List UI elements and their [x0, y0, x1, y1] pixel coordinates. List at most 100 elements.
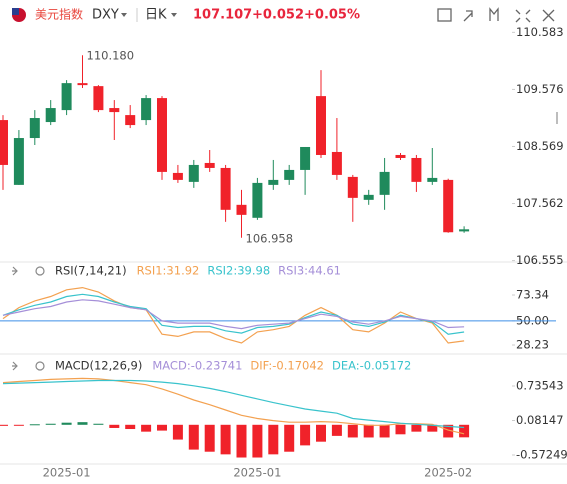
histogram-bar — [459, 424, 470, 438]
candle-body — [443, 179, 454, 233]
histogram-bar — [331, 424, 342, 436]
y-tick-label: 106.555 — [516, 253, 564, 267]
histogram-bar — [443, 424, 454, 438]
x-tick-label: 2025-01 — [43, 466, 91, 480]
histogram-bar — [13, 424, 24, 426]
histogram-bar — [236, 424, 247, 458]
candle-body — [236, 204, 247, 215]
histogram-bar — [93, 423, 104, 425]
y-tick-label: 109.576 — [516, 82, 564, 96]
candle-body — [77, 83, 88, 86]
candle-body — [29, 118, 40, 139]
candle-body — [363, 194, 374, 200]
histogram-bar — [45, 423, 56, 425]
candle-body — [125, 115, 136, 126]
settings-icon[interactable] — [35, 266, 45, 276]
candle-body — [427, 177, 438, 182]
series-line — [2, 377, 465, 435]
panel-title: MACD(12,26,9) — [55, 359, 142, 373]
candle-body — [61, 83, 72, 111]
histogram-bar — [395, 424, 406, 435]
histogram-bar — [268, 424, 279, 455]
histogram-bar — [61, 422, 72, 425]
histogram-bar — [252, 424, 263, 458]
legend-entry: MACD:-0.23741 — [152, 359, 242, 373]
settings-icon[interactable] — [35, 361, 45, 371]
series-line — [2, 299, 465, 330]
legend-entry: DIF:-0.17042 — [250, 359, 324, 373]
histogram-bar — [0, 424, 8, 426]
histogram-bar — [316, 424, 326, 442]
annotation: 110.180 — [87, 49, 135, 63]
candle-body — [93, 86, 104, 111]
close-icon[interactable] — [542, 9, 555, 22]
y-tick-label: -0.57249 — [516, 448, 567, 462]
candle-body — [300, 146, 311, 170]
y-tick-label: 107.562 — [516, 196, 564, 210]
y-tick-label: 108.569 — [516, 139, 564, 153]
histogram-bar — [284, 424, 295, 452]
series-line — [2, 293, 465, 335]
y-tick-label: 0.73543 — [516, 378, 564, 392]
candle-body — [252, 182, 263, 218]
candle-body — [220, 167, 231, 210]
collapse-icon[interactable] — [12, 266, 18, 276]
x-tick-label: 2025-01 — [233, 466, 281, 480]
x-tick-label: 2025-02 — [424, 466, 472, 480]
y-tick-label: 73.34 — [516, 287, 549, 301]
symbol[interactable]: DXY — [92, 8, 119, 23]
y-tick-label: 0.08147 — [516, 413, 564, 427]
dropdown-arrow[interactable] — [121, 13, 127, 17]
histogram-bar — [347, 424, 358, 438]
histogram-bar — [29, 424, 40, 426]
candle-body — [13, 138, 24, 185]
period[interactable]: 日K — [145, 8, 167, 23]
toolbar-icon[interactable] — [515, 9, 531, 23]
price: 107.107 — [193, 8, 252, 23]
toolbar-icon[interactable] — [489, 7, 499, 21]
series-line — [2, 379, 465, 429]
candle-body — [379, 171, 390, 195]
candle-body — [284, 169, 295, 180]
histogram-bar — [125, 424, 136, 430]
candle-body — [331, 151, 342, 175]
candle-body — [459, 229, 470, 232]
flag-canton — [12, 8, 19, 15]
change: +0.052 — [252, 8, 304, 23]
histogram-bar — [141, 424, 152, 432]
histogram-bar — [220, 424, 231, 455]
candle-body — [347, 176, 358, 198]
histogram-bar — [204, 424, 215, 452]
histogram-bar — [427, 424, 438, 432]
header: 美元指数 DXY 日K 107.107 +0.052 +0.05% — [12, 7, 558, 124]
candle-body — [172, 172, 183, 180]
y-tick-label: 28.23 — [516, 337, 549, 351]
candle-body — [0, 120, 8, 165]
legend-entry: DEA:-0.05172 — [332, 359, 411, 373]
dropdown-arrow[interactable] — [171, 13, 177, 17]
toolbar-icon[interactable] — [437, 8, 452, 22]
histogram-bar — [172, 424, 183, 440]
candle-body — [141, 98, 152, 121]
candle-body — [109, 108, 120, 113]
change-pct: +0.05% — [304, 8, 360, 23]
toolbar-icon[interactable] — [463, 10, 473, 22]
y-tick-label: 110.583 — [516, 25, 564, 39]
candle-body — [395, 154, 406, 158]
candle-body — [204, 162, 215, 168]
candle-body — [45, 108, 56, 123]
candle-body — [411, 157, 422, 182]
candle-body — [268, 179, 279, 185]
histogram-bar — [300, 424, 311, 446]
panel-title: RSI(7,14,21) — [55, 264, 127, 278]
histogram-bar — [157, 424, 167, 431]
histogram-bar — [77, 422, 88, 425]
histogram-bar — [188, 424, 199, 450]
annotation: 106.958 — [246, 231, 294, 245]
legend-entry: RSI3:44.61 — [278, 264, 341, 278]
histogram-bar — [379, 424, 390, 438]
collapse-icon[interactable] — [12, 361, 18, 371]
candle-body — [157, 98, 167, 172]
